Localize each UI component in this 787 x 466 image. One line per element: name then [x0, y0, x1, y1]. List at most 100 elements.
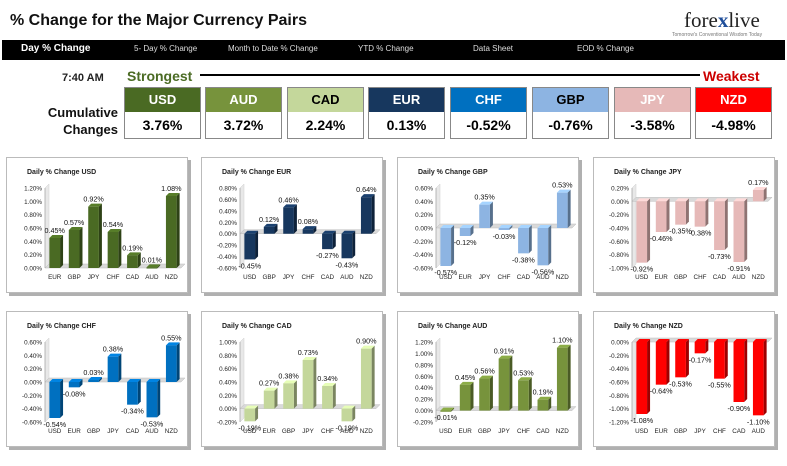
- y-tick-label: -0.20%: [413, 420, 433, 427]
- data-label: 0.12%: [259, 215, 280, 224]
- y-tick-label: -0.40%: [217, 254, 237, 261]
- bar-side: [744, 198, 748, 262]
- bar: [302, 229, 314, 234]
- currency-cumulative-value: 3.72%: [223, 117, 264, 133]
- bar: [341, 408, 353, 422]
- x-category-label: USD: [243, 274, 257, 281]
- data-label: -0.35%: [669, 227, 692, 236]
- x-category-label: AUD: [145, 274, 159, 281]
- bar-top: [537, 396, 552, 400]
- x-category-label: EUR: [67, 428, 81, 435]
- nav-ytd-change[interactable]: YTD % Change: [358, 44, 414, 53]
- bar: [694, 201, 706, 227]
- x-category-label: NZD: [556, 274, 569, 281]
- data-label: 0.03%: [83, 368, 104, 377]
- currency-cumulative-value: 2.24%: [305, 117, 346, 133]
- nav-eod-change[interactable]: EOD % Change: [577, 44, 634, 53]
- x-category-label: AUD: [145, 428, 159, 435]
- x-category-label: NZD: [752, 274, 765, 281]
- data-label: -0.55%: [708, 381, 731, 390]
- nav-5day-change[interactable]: 5- Day % Change: [134, 44, 198, 53]
- chart-eur: Daily % Change EUR -0.60% -0.40% -0.20% 0.00…: [217, 169, 381, 281]
- bar: [556, 347, 568, 411]
- y-tick-label: 0.20%: [219, 220, 237, 227]
- bar-side: [79, 227, 83, 268]
- data-label: 0.17%: [748, 178, 769, 187]
- bar-side: [567, 344, 571, 411]
- nav-bar: Day % Change 5- Day % Change Month to Da…: [2, 40, 785, 60]
- bar-top: [714, 339, 728, 342]
- y-tick-label: -0.40%: [609, 226, 629, 233]
- data-label: 0.27%: [259, 379, 280, 388]
- forexlive-logo[interactable]: forexlive Tomorrow's Conventional Wisdom…: [662, 6, 782, 40]
- bar: [479, 378, 490, 411]
- bar-top: [127, 379, 141, 382]
- bar-top: [322, 383, 336, 386]
- chart-panel-chf: Daily % Change CHF -0.60% -0.40% -0.20% 0.00…: [6, 311, 188, 447]
- bar-top: [302, 226, 317, 230]
- nav-data-sheet[interactable]: Data Sheet: [473, 44, 514, 53]
- x-category-label: AUD: [340, 428, 354, 435]
- bar-side: [451, 225, 455, 266]
- x-category-label: USD: [48, 428, 62, 435]
- data-label: 0.55%: [161, 333, 182, 342]
- data-label: -0.01%: [434, 413, 457, 422]
- bar-side: [548, 225, 552, 266]
- bar-top: [518, 377, 532, 381]
- y-tick-label: -1.00%: [609, 266, 629, 273]
- bar: [556, 192, 568, 228]
- bar: [694, 342, 706, 354]
- x-category-label: CHF: [694, 274, 707, 281]
- y-tick-label: 0.60%: [415, 186, 433, 193]
- bar: [360, 197, 372, 234]
- nav-month-to-date-change[interactable]: Month to Date % Change: [228, 44, 318, 53]
- bar-side: [332, 383, 336, 409]
- bar-top: [636, 339, 651, 342]
- x-category-label: CHF: [498, 274, 511, 281]
- x-category-label: EUR: [458, 428, 472, 435]
- currency-cumulative-value: -0.52%: [466, 117, 511, 133]
- bar-top: [68, 227, 83, 230]
- x-category-label: CHF: [321, 428, 334, 435]
- bar-side: [352, 405, 356, 422]
- y-tick-label: 0.60%: [219, 366, 237, 373]
- bar: [498, 228, 510, 230]
- bar: [636, 342, 648, 414]
- y-tick-label: -0.20%: [217, 243, 237, 250]
- bar: [655, 201, 667, 232]
- data-label: -0.73%: [708, 252, 731, 261]
- bar-side: [451, 407, 455, 412]
- chart-chf: Daily % Change CHF -0.60% -0.40% -0.20% 0.00…: [22, 323, 186, 435]
- bar-side: [647, 339, 651, 414]
- y-tick-label: -0.20%: [22, 393, 42, 400]
- y-tick-label: 0.40%: [415, 199, 433, 206]
- x-category-label: GBP: [478, 428, 491, 435]
- bar: [68, 382, 80, 388]
- y-tick-label: 0.20%: [611, 186, 629, 193]
- nav-day-change[interactable]: Day % Change: [21, 43, 91, 54]
- bar: [479, 204, 490, 228]
- bar-side: [763, 187, 767, 202]
- bar-side: [685, 339, 689, 378]
- y-tick-label: 0.20%: [24, 366, 42, 373]
- y-tick-label: 0.20%: [219, 393, 237, 400]
- bar: [244, 233, 256, 260]
- plot-side-wall: [239, 183, 245, 269]
- y-tick-label: 0.20%: [415, 212, 433, 219]
- bar-top: [556, 344, 571, 348]
- logo-text-x: x: [717, 8, 729, 32]
- y-tick-label: -0.20%: [413, 239, 433, 246]
- x-category-label: CHF: [517, 428, 530, 435]
- chart-gbp: Daily % Change GBP -0.60% -0.40% -0.20% 0.00…: [413, 169, 577, 281]
- y-tick-label: 1.00%: [219, 340, 237, 347]
- currency-card-gbp: GBP -0.76%: [532, 87, 609, 139]
- bar-top: [49, 379, 64, 382]
- chart-panel-gbp: Daily % Change GBP -0.60% -0.40% -0.20% 0.00…: [397, 157, 579, 293]
- x-category-label: CAD: [126, 274, 140, 281]
- currency-card-jpy: JPY -3.58%: [614, 87, 691, 139]
- data-label: 0.08%: [298, 217, 319, 226]
- bar: [655, 342, 667, 385]
- currency-cumulative-value: -3.58%: [630, 117, 675, 133]
- bar-side: [313, 226, 317, 234]
- bar-top: [244, 405, 259, 409]
